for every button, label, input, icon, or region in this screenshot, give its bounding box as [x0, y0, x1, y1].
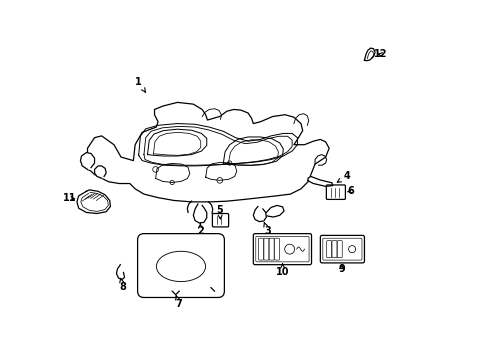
Text: 9: 9 [338, 264, 344, 274]
Text: 7: 7 [175, 296, 182, 309]
Polygon shape [253, 207, 266, 222]
FancyBboxPatch shape [137, 234, 224, 297]
FancyBboxPatch shape [326, 241, 331, 258]
FancyBboxPatch shape [320, 235, 364, 263]
FancyBboxPatch shape [212, 213, 228, 227]
FancyBboxPatch shape [274, 238, 279, 260]
Polygon shape [193, 204, 206, 223]
Polygon shape [307, 176, 332, 186]
Ellipse shape [156, 251, 205, 282]
Text: 1: 1 [135, 77, 145, 92]
Text: 11: 11 [63, 193, 77, 203]
Text: 5: 5 [216, 205, 223, 219]
FancyBboxPatch shape [331, 241, 336, 258]
Text: 8: 8 [119, 278, 126, 292]
Text: 10: 10 [275, 264, 289, 277]
Text: 6: 6 [346, 186, 353, 196]
Polygon shape [364, 48, 374, 61]
FancyBboxPatch shape [325, 185, 345, 199]
FancyBboxPatch shape [264, 238, 268, 260]
Text: 2: 2 [197, 223, 203, 236]
Polygon shape [94, 166, 106, 178]
FancyBboxPatch shape [253, 234, 311, 265]
Text: 4: 4 [337, 171, 349, 182]
FancyBboxPatch shape [322, 238, 361, 260]
FancyBboxPatch shape [258, 238, 263, 260]
Polygon shape [77, 190, 110, 213]
Polygon shape [87, 102, 328, 202]
Text: 3: 3 [264, 223, 270, 236]
FancyBboxPatch shape [337, 241, 342, 258]
FancyBboxPatch shape [255, 237, 308, 262]
FancyBboxPatch shape [269, 238, 274, 260]
Text: 12: 12 [373, 49, 386, 59]
Polygon shape [266, 206, 284, 217]
Polygon shape [81, 153, 94, 170]
